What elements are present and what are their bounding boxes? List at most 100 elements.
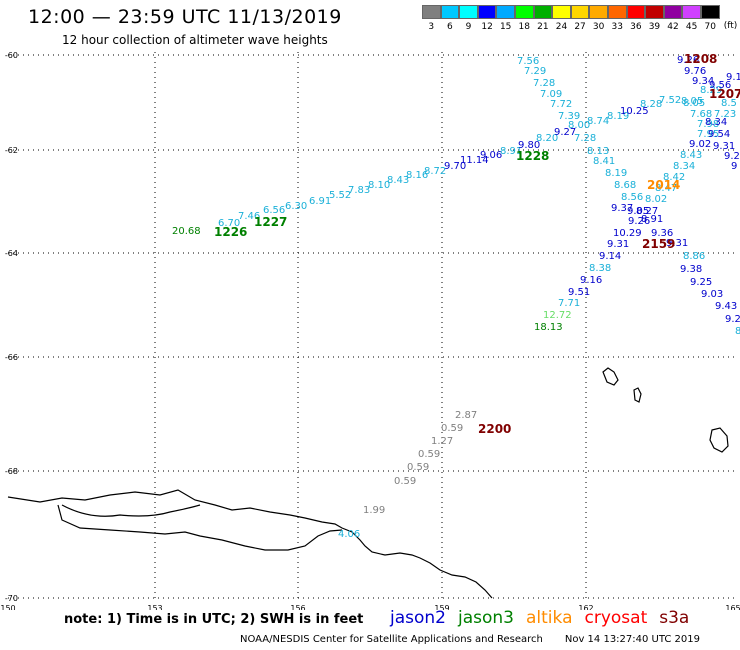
- legend-swatch: 27: [570, 5, 590, 32]
- latitude-tick-label: -66: [5, 353, 18, 362]
- legend-label: 30: [592, 22, 605, 32]
- wave-height-label: 11.14: [460, 155, 489, 166]
- wave-height-label: 9.31: [666, 238, 688, 249]
- wave-height-label: 0.59: [418, 449, 440, 460]
- wave-height-label: 7.72: [550, 99, 572, 110]
- wave-height-label: 9.25: [690, 277, 712, 288]
- wave-height-label: 7.46: [238, 211, 260, 222]
- wave-height-label: 9.36: [651, 228, 673, 239]
- ice-shelf-outline: [57, 504, 343, 551]
- legend-swatch: 6: [440, 5, 460, 32]
- longitude-tick-label: 159: [434, 604, 449, 610]
- wave-height-label: 9: [731, 161, 737, 172]
- wave-height-map: 150 153 156 159 162 165 -60 -62 -64 -66 -68 -70 20.6…: [0, 51, 740, 610]
- wave-height-label: 9.2: [725, 314, 740, 325]
- legend-swatch: 30: [589, 5, 608, 32]
- legend-label: 36: [630, 22, 642, 32]
- wave-height-label: 7.68: [690, 109, 712, 120]
- wave-height-label: 10.25: [620, 106, 649, 117]
- legend-label: 33: [611, 22, 623, 32]
- footer-note: note: 1) Time is in UTC; 2) SWH is in fe…: [64, 612, 364, 627]
- wave-height-label: 9.03: [701, 289, 723, 300]
- satellite-altika: altika: [526, 608, 573, 628]
- wave-height-label: 0.59: [441, 423, 463, 434]
- wave-height-label: 8.5: [721, 98, 737, 109]
- wave-height-label: 8.05: [681, 96, 703, 107]
- legend-label: 42: [667, 22, 679, 32]
- wave-height-label: 8.74: [587, 116, 609, 127]
- wave-height-label: 8.34: [705, 117, 727, 128]
- wave-height-label: 9.2: [724, 151, 740, 162]
- legend-swatch: 42: [663, 5, 683, 32]
- wave-height-label: 9.26: [677, 55, 699, 66]
- satellite-s3a: s3a: [659, 608, 690, 628]
- island-outline: [633, 387, 642, 403]
- wave-height-label: 8.19: [607, 111, 629, 122]
- satellite-jason2: jason2: [390, 608, 446, 628]
- wave-height-label: 7.95: [697, 129, 719, 140]
- latitude-tick-label: -70: [5, 594, 18, 603]
- island-outline: [602, 367, 619, 386]
- pass-time-label: 2200: [478, 422, 511, 436]
- satellite-jason3: jason3: [458, 608, 514, 628]
- wave-height-label: 18.13: [534, 322, 563, 333]
- island-outline: [709, 427, 729, 453]
- wave-height-label: 8.34: [673, 161, 695, 172]
- wave-height-label: 9.16: [580, 275, 602, 286]
- wave-height-label: 7.56: [517, 56, 539, 67]
- credit-line: NOAA/NESDIS Center for Satellite Applica…: [240, 634, 700, 645]
- wave-height-label: 9.54: [708, 129, 730, 140]
- legend-unit: (ft): [723, 21, 738, 31]
- wave-height-label: 9.27: [554, 127, 576, 138]
- legend-swatch: 70: [700, 5, 720, 32]
- wave-height-label: 8.86: [683, 251, 705, 262]
- wave-height-label: 6.30: [285, 201, 307, 212]
- wave-height-label: 8.02: [645, 194, 667, 205]
- latitude-tick-label: -68: [5, 467, 18, 476]
- pass-time-label: 2014: [647, 178, 680, 192]
- wave-height-label: 10.29: [613, 228, 642, 239]
- pass-time-label: 1228: [516, 149, 549, 163]
- wave-height-label: 9.31: [713, 141, 735, 152]
- generated-timestamp: Nov 14 13:27:40 UTC 2019: [564, 634, 701, 645]
- legend-swatch: 9: [459, 5, 478, 32]
- pass-time-label: 1226: [214, 225, 247, 239]
- wave-height-label: 9.70: [444, 161, 466, 172]
- legend-label: 6: [447, 22, 453, 32]
- wave-height-label: 8: [735, 326, 740, 337]
- wave-height-label: 8.10: [368, 180, 390, 191]
- wave-height-label: 7.39: [558, 111, 580, 122]
- legend-swatch: 39: [645, 5, 664, 32]
- coastline: [7, 489, 493, 599]
- wave-height-label: 9.14: [599, 251, 621, 262]
- legend-label: 21: [537, 22, 549, 32]
- wave-height-label: 9.06: [480, 150, 502, 161]
- wave-height-label: 7.98: [697, 119, 719, 130]
- wave-height-label: 7.83: [348, 185, 370, 196]
- latitude-tick-label: -62: [5, 146, 18, 155]
- legend-swatch: 36: [626, 5, 646, 32]
- legend-swatch: 12: [477, 5, 497, 32]
- wave-height-label: 7.29: [524, 66, 546, 77]
- wave-height-label: 1.99: [363, 505, 385, 516]
- wave-height-label: 9.56: [709, 80, 731, 91]
- pass-time-label: 2159: [642, 237, 675, 251]
- wave-height-label: 7.23: [714, 109, 736, 120]
- wave-height-label: 8.43: [680, 150, 702, 161]
- legend-swatch: 21: [533, 5, 553, 32]
- pass-time-label: 1227: [254, 215, 287, 229]
- wave-height-label: 9.1: [726, 72, 740, 83]
- page-title: 12:00 — 23:59 UTC 11/13/2019: [28, 6, 342, 28]
- latitude-tick-label: -60: [5, 51, 18, 60]
- wave-height-label: 8.91: [641, 214, 663, 225]
- wave-height-label: 0.59: [394, 476, 416, 487]
- wave-height-label: 5.52: [329, 190, 351, 201]
- wave-height-label: 8.42: [663, 172, 685, 183]
- wave-height-label: 9.02: [689, 139, 711, 150]
- wave-height-label: 7.28: [574, 133, 596, 144]
- legend-label: 9: [465, 22, 472, 32]
- wave-height-label: 8.19: [605, 168, 627, 179]
- wave-height-label: 8.47: [655, 183, 677, 194]
- wave-height-label: 6.91: [309, 196, 331, 207]
- legend-label: 18: [518, 22, 530, 32]
